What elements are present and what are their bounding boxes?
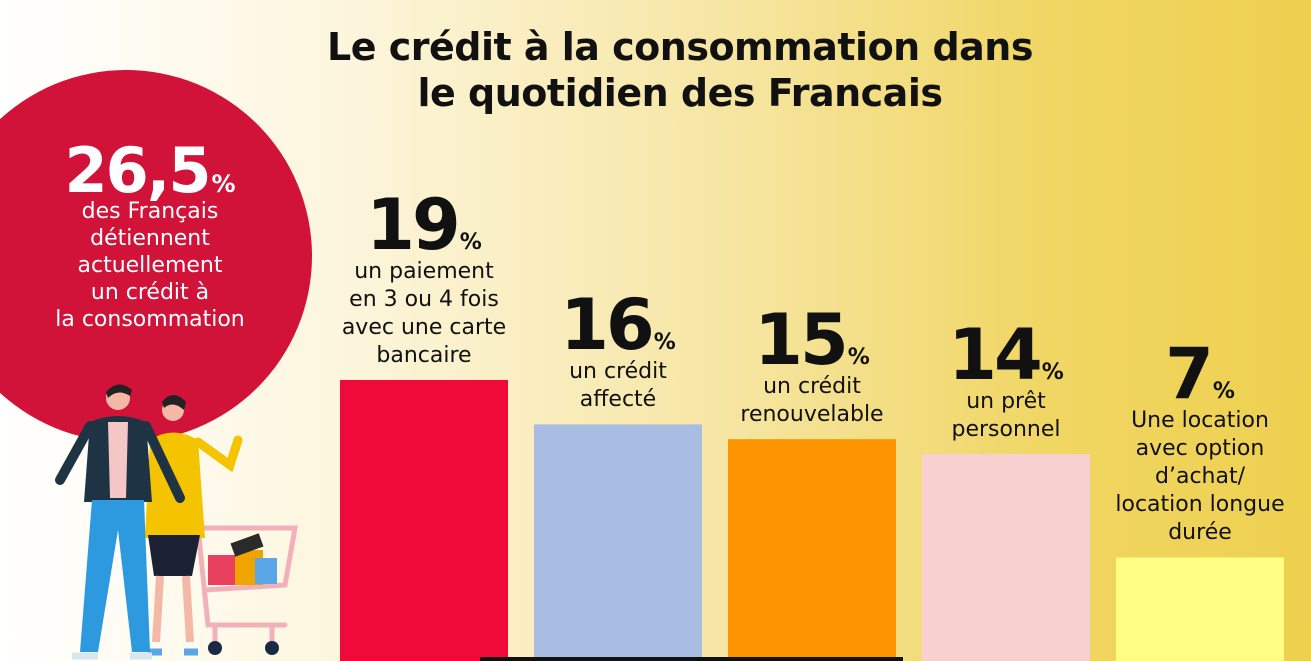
category-label-line: d’achat/: [1155, 464, 1245, 490]
category-label-line: avec option: [1135, 436, 1265, 462]
category-label: Une location avec option d’achat/location …: [1096, 407, 1304, 547]
baseline-rule: [480, 657, 903, 661]
bar-label-5: 7% Une location avec option d’achat/locatio…: [1096, 339, 1304, 547]
highlight-description: des Français détiennent actuellement un …: [30, 198, 270, 333]
highlight-unit: %: [211, 170, 236, 198]
shopping-couple-icon: [55, 384, 298, 660]
category-label-line: location longue: [1115, 492, 1285, 518]
bar-label-3: 15% un crédit renouvelable: [708, 305, 916, 429]
highlight-line: actuellement: [77, 253, 223, 278]
data-label-unit: %: [653, 330, 676, 356]
category-label: un crédit renouvelable: [708, 373, 916, 429]
highlight-value-row: 26,5%: [30, 138, 270, 204]
data-label: 14%: [902, 320, 1110, 390]
category-label: un paiement en 3 ou 4 fois avec une carte b…: [320, 258, 528, 370]
data-label-value: 14: [948, 313, 1042, 396]
category-label-line: un paiement: [354, 259, 494, 284]
data-label: 16%: [514, 290, 722, 360]
highlight-line: un crédit à: [90, 280, 210, 305]
bar-1: [340, 380, 508, 661]
data-label-value: 7: [1165, 333, 1214, 416]
data-label-value: 15: [754, 299, 848, 382]
title-line-2: le quotidien des Francais: [417, 71, 943, 115]
bar-5: [1116, 557, 1284, 661]
category-label-line: en 3 ou 4 fois: [349, 287, 499, 312]
bar-label-1: 19% un paiement en 3 ou 4 fois avec une car…: [320, 190, 528, 370]
category-label-line: Une location: [1131, 408, 1269, 434]
bar-label-2: 16% un crédit affecté: [514, 290, 722, 414]
highlight-circle: [0, 70, 312, 442]
category-label-line: personnel: [951, 416, 1061, 442]
highlight-line: la consommation: [55, 307, 245, 332]
data-label-value: 19: [366, 184, 460, 266]
highlight-value: 26,5: [64, 134, 211, 207]
data-label-value: 16: [560, 284, 654, 367]
data-label: 19%: [320, 190, 528, 260]
data-label: 7%: [1096, 339, 1304, 409]
category-label-line: un prêt: [966, 388, 1046, 414]
category-label-line: bancaire: [376, 343, 472, 368]
category-label-line: durée: [1168, 520, 1232, 546]
data-label-unit: %: [847, 345, 870, 371]
bar-2: [534, 424, 702, 661]
category-label-line: affecté: [579, 387, 657, 413]
data-label-unit: %: [1212, 379, 1235, 405]
category-label-line: avec une carte: [341, 315, 507, 340]
data-label-unit: %: [1041, 359, 1064, 385]
category-label-line: un crédit: [569, 359, 667, 385]
highlight-line: des Français: [81, 199, 219, 224]
page-title: Le crédit à la consommation dans le quot…: [250, 24, 1110, 116]
category-label-line: renouvelable: [740, 402, 884, 428]
highlight-stat: 26,5% des Français détiennent actuelleme…: [30, 138, 270, 333]
data-label-unit: %: [459, 230, 482, 255]
category-label: un crédit affecté: [514, 358, 722, 414]
category-label: un prêt personnel: [902, 388, 1110, 444]
bar-3: [728, 439, 896, 661]
data-label: 15%: [708, 305, 916, 375]
bar-4: [922, 453, 1090, 661]
bar-label-4: 14% un prêt personnel: [902, 320, 1110, 444]
highlight-line: détiennent: [90, 226, 210, 251]
category-label-line: un crédit: [763, 374, 861, 400]
title-line-1: Le crédit à la consommation dans: [327, 25, 1033, 69]
